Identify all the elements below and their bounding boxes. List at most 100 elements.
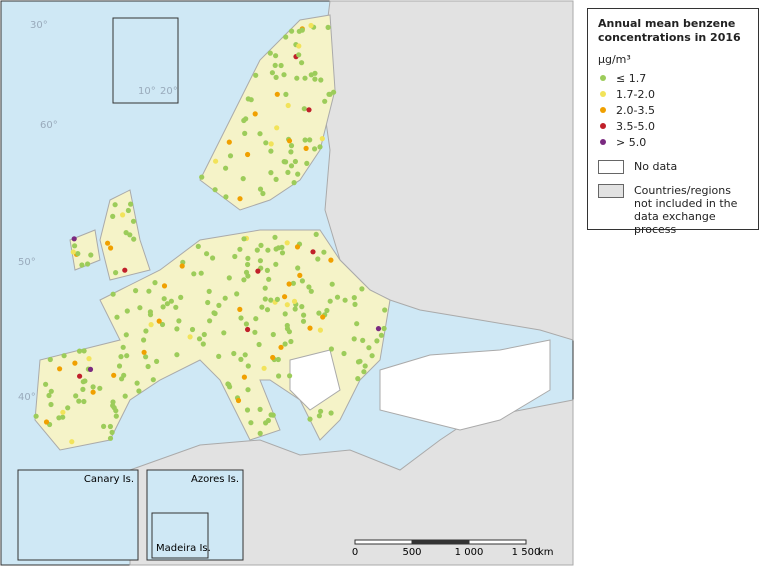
station: [278, 62, 284, 69]
station: [118, 354, 124, 360]
station: [125, 207, 131, 214]
station: [279, 250, 286, 256]
station: [120, 212, 126, 218]
station: [178, 294, 184, 300]
station: [282, 294, 288, 300]
station: [65, 405, 71, 411]
station: [146, 288, 152, 294]
station: [111, 372, 117, 378]
station: [276, 373, 282, 379]
station: [274, 91, 280, 97]
station: [287, 373, 293, 379]
station: [148, 322, 154, 328]
station: [160, 304, 166, 310]
station: [128, 201, 134, 207]
graticule-label: 60°: [40, 120, 58, 131]
station: [312, 146, 318, 152]
station: [354, 321, 360, 327]
station: [245, 261, 251, 268]
station: [374, 338, 380, 344]
legend-dot: [600, 75, 606, 81]
station: [145, 363, 151, 370]
station: [273, 176, 279, 182]
legend-dot: [600, 107, 606, 113]
station: [382, 307, 388, 313]
station: [122, 267, 128, 273]
station: [85, 261, 91, 267]
station: [274, 296, 280, 302]
station: [76, 398, 82, 404]
station: [268, 297, 274, 303]
station: [109, 429, 115, 435]
station: [270, 412, 276, 418]
station: [113, 270, 119, 276]
graticule-label: 40°: [18, 392, 36, 403]
station: [152, 280, 158, 286]
station: [342, 297, 348, 303]
station: [292, 158, 298, 165]
station: [143, 328, 149, 334]
station: [322, 98, 328, 104]
station: [268, 170, 274, 176]
station: [265, 247, 271, 253]
station: [86, 356, 92, 362]
station: [226, 275, 232, 281]
station: [328, 346, 334, 352]
station: [308, 288, 314, 294]
station: [156, 318, 162, 324]
station: [351, 295, 357, 301]
station: [242, 352, 248, 358]
station: [245, 151, 251, 158]
station: [273, 74, 279, 80]
station: [341, 350, 347, 357]
station: [70, 249, 76, 255]
station: [266, 276, 272, 282]
station: [328, 257, 334, 263]
station: [76, 348, 83, 354]
station: [359, 286, 365, 292]
station: [288, 163, 295, 169]
station: [227, 153, 234, 159]
station: [206, 288, 212, 294]
station: [56, 415, 62, 421]
station: [252, 111, 258, 117]
station: [361, 369, 367, 375]
station: [295, 171, 301, 177]
no-data-balkans: [289, 349, 341, 411]
legend-dot: [600, 123, 606, 129]
station: [264, 267, 270, 273]
station: [46, 392, 52, 399]
station: [316, 413, 322, 419]
station: [378, 332, 384, 338]
legend-dot: [600, 91, 606, 97]
station: [308, 22, 314, 29]
station: [73, 393, 79, 399]
station: [262, 296, 268, 302]
station: [227, 384, 233, 390]
station: [283, 34, 289, 40]
station: [90, 384, 96, 390]
station: [60, 409, 66, 415]
station: [187, 334, 193, 340]
station: [260, 190, 266, 197]
station: [274, 125, 280, 131]
station: [137, 305, 143, 311]
station: [270, 354, 276, 361]
station: [241, 236, 247, 242]
station: [273, 53, 279, 59]
station: [212, 187, 218, 193]
station: [326, 91, 332, 97]
station: [200, 341, 206, 347]
legend-class: 3.5-5.0: [598, 118, 748, 134]
station: [281, 72, 287, 78]
station: [33, 413, 39, 419]
station: [272, 234, 278, 240]
legend-classes: ≤ 1.7 1.7-2.0 2.0-3.5 3.5-5.0 > 5.0: [598, 70, 748, 150]
station: [88, 252, 94, 258]
station: [122, 393, 128, 399]
station: [141, 337, 147, 343]
station: [301, 312, 307, 318]
legend-class: 1.7-2.0: [598, 86, 748, 102]
station: [255, 268, 261, 274]
station: [123, 230, 129, 236]
